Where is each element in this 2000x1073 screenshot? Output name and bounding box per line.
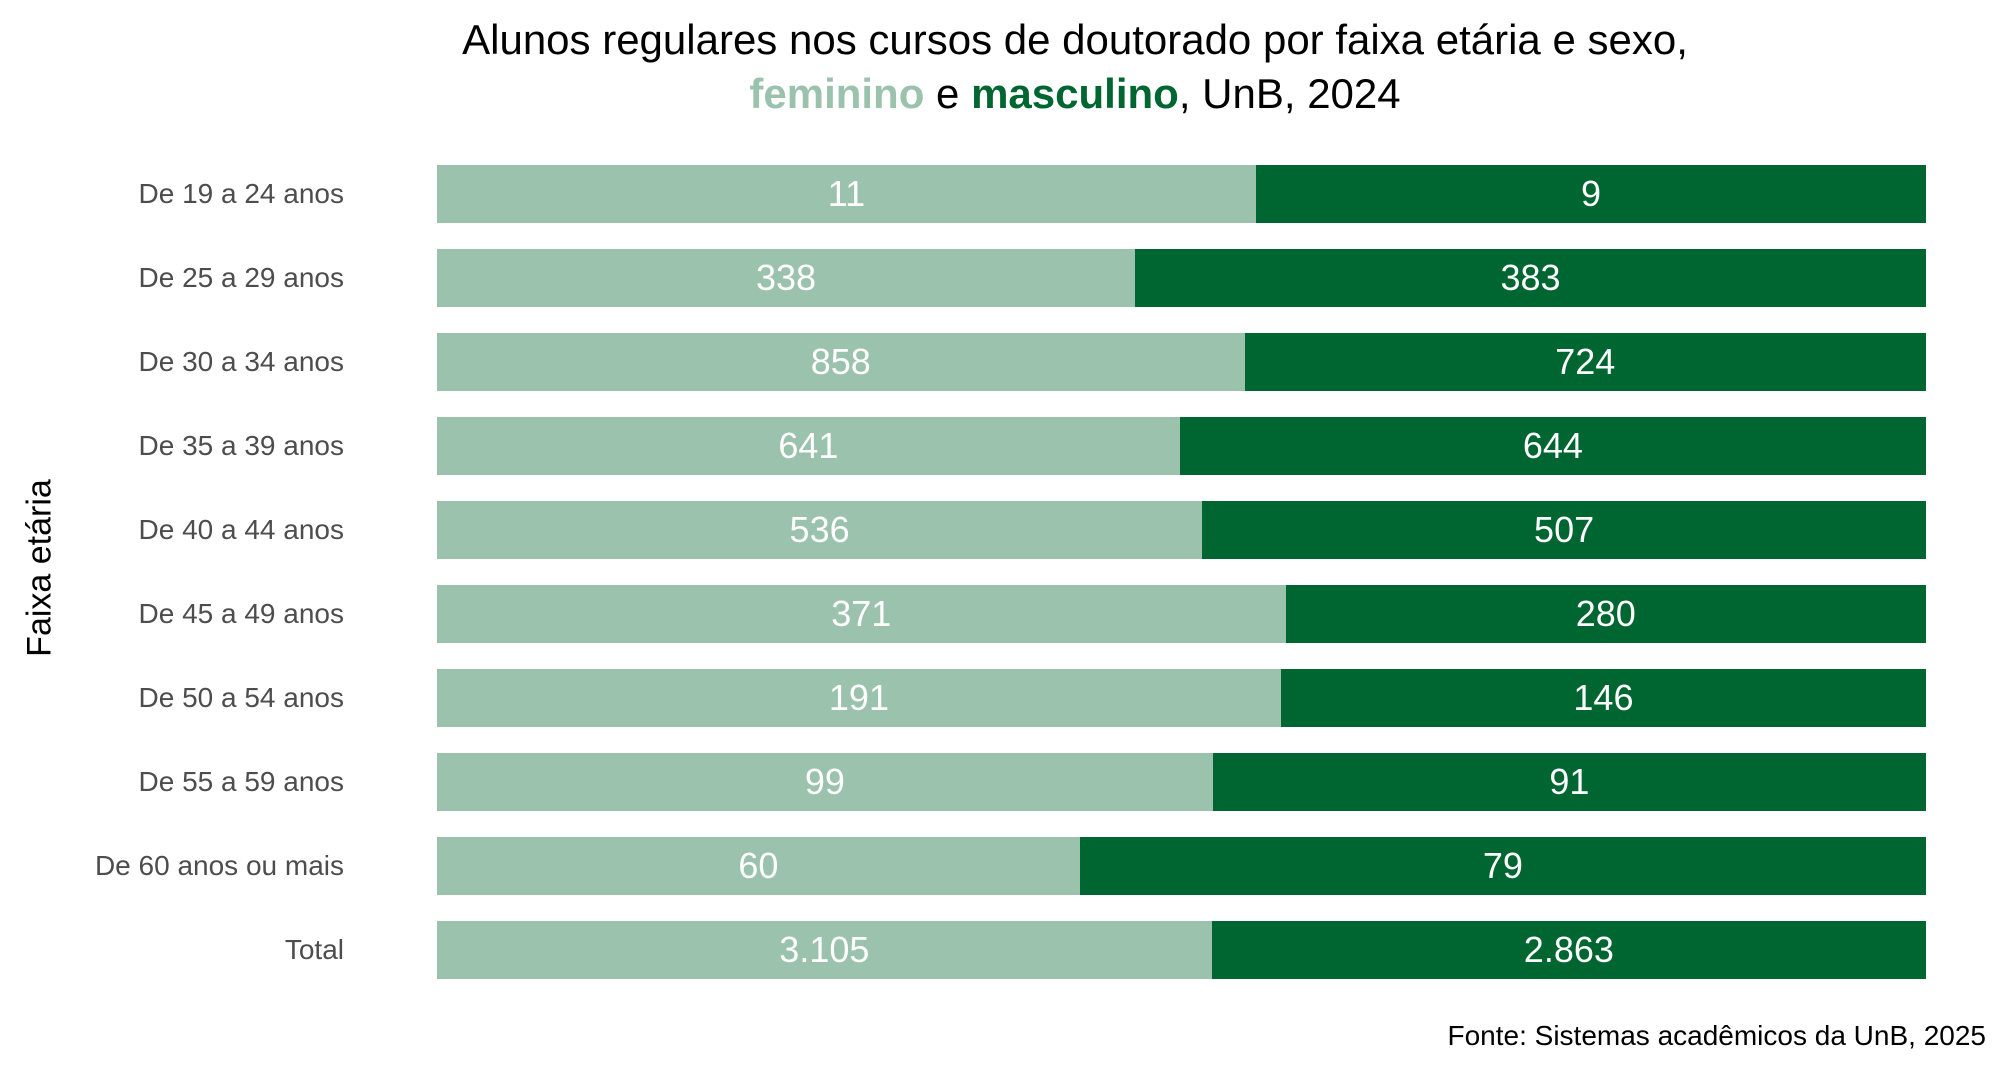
category-label: Total [284, 934, 344, 965]
bar-masculino [1179, 417, 1926, 475]
bar-feminino [437, 837, 1080, 895]
category-label: De 35 a 39 anos [138, 430, 345, 461]
bar-feminino [437, 753, 1213, 811]
bar-masculino [1079, 837, 1926, 895]
bar-masculino [1212, 753, 1926, 811]
chart-title-line2: feminino e masculino, UnB, 2024 [0, 70, 2000, 118]
bar-masculino [1285, 585, 1926, 643]
bar-masculino [1202, 501, 1926, 559]
category-label: De 55 a 59 anos [138, 766, 345, 797]
bar-masculino [1280, 669, 1926, 727]
bar-feminino [437, 501, 1203, 559]
source-note: Fonte: Sistemas acadêmicos da UnB, 2025 [1447, 1020, 1986, 1051]
bar-feminino [437, 585, 1286, 643]
category-label: De 25 a 29 anos [138, 262, 345, 293]
chart-title-line1: Alunos regulares nos cursos de doutorado… [462, 16, 1688, 63]
bar-masculino [1244, 333, 1926, 391]
y-axis-title: Faixa etária [20, 479, 59, 657]
bar-feminino [437, 333, 1245, 391]
bar-feminino [437, 417, 1180, 475]
bar-masculino [1211, 921, 1926, 979]
bar-feminino [437, 669, 1281, 727]
category-label: De 60 anos ou mais [94, 850, 344, 881]
bar-masculino [1135, 249, 1926, 307]
category-label: De 50 a 54 anos [138, 682, 345, 713]
bar-feminino [437, 249, 1136, 307]
category-label: De 30 a 34 anos [138, 346, 345, 377]
bar-feminino [437, 165, 1256, 223]
title-connector: e [924, 70, 972, 117]
title-feminino: feminino [749, 70, 925, 117]
bar-masculino [1255, 165, 1926, 223]
category-label: De 40 a 44 anos [138, 514, 345, 545]
title-masculino: masculino [971, 70, 1179, 117]
title-suffix: , UnB, 2024 [1178, 70, 1401, 117]
category-label: De 19 a 24 anos [138, 178, 345, 209]
bar-feminino [437, 921, 1212, 979]
category-label: De 45 a 49 anos [138, 598, 345, 629]
